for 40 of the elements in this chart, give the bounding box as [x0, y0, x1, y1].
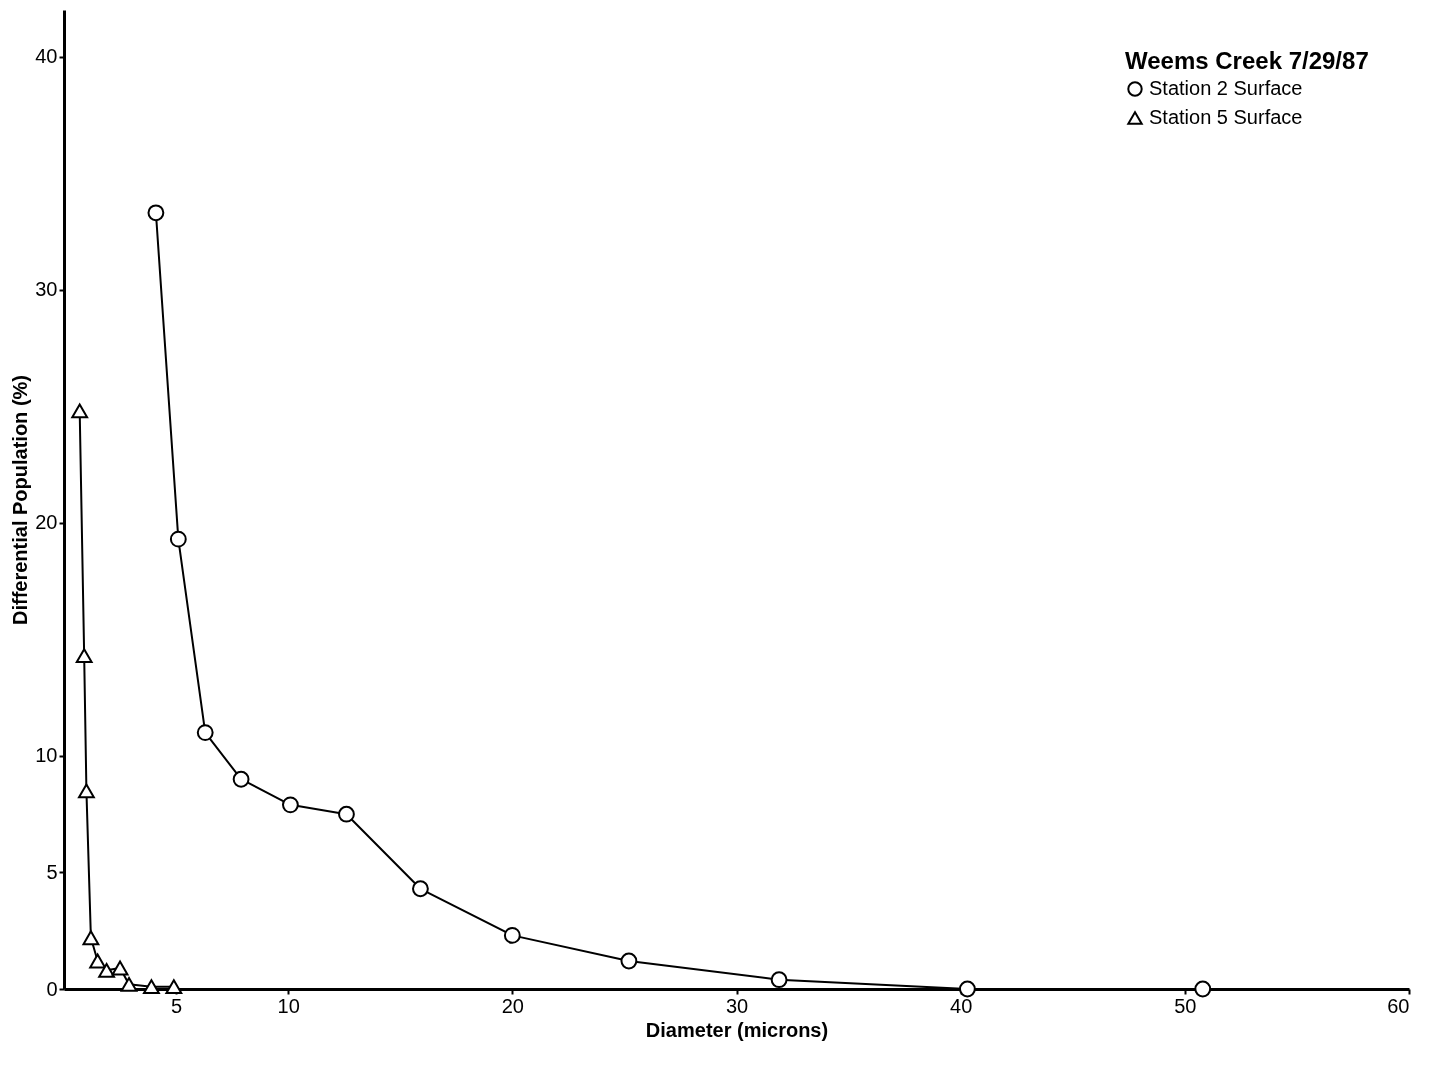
point [620, 952, 638, 970]
legend-label: Station 2 Surface [1149, 77, 1303, 99]
point [71, 403, 89, 419]
point [143, 979, 160, 995]
y-tick-label: 40 [35, 45, 58, 68]
x-tick-label: 20 [501, 994, 524, 1017]
point [196, 724, 214, 741]
point [165, 979, 183, 995]
point [98, 962, 116, 978]
point [770, 971, 788, 989]
y-tick-label: 10 [35, 744, 58, 767]
point [82, 930, 100, 946]
y-tick-label: 5 [46, 860, 58, 883]
point [412, 880, 429, 898]
legend-title: Weems Creek 7/29/87 [1125, 47, 1369, 74]
point [147, 204, 165, 222]
x-tick-label: 50 [1174, 994, 1197, 1017]
point [232, 770, 250, 788]
x-tick-label: 30 [725, 994, 749, 1017]
x-tick-label: 40 [950, 994, 973, 1017]
point [89, 953, 107, 969]
point [78, 783, 95, 799]
x-tick-label: 5 [171, 994, 183, 1017]
y-tick-label: 0 [46, 977, 58, 1000]
point [1194, 980, 1212, 998]
point [338, 805, 355, 823]
y-tick-label: 20 [35, 511, 58, 534]
point [120, 976, 138, 992]
x-tick-label: 60 [1387, 994, 1410, 1017]
point [75, 648, 93, 664]
point [958, 980, 976, 998]
x-tick-label: 10 [277, 994, 300, 1017]
x-axis-title: Diameter (microns) [645, 1018, 829, 1041]
point [503, 926, 521, 944]
y-axis-title: Differential Population (%) [9, 375, 32, 625]
point [281, 796, 299, 814]
legend-label: Station 5 Surface [1149, 106, 1303, 128]
y-tick-label: 30 [35, 278, 58, 301]
point [169, 530, 187, 548]
point [111, 960, 129, 976]
